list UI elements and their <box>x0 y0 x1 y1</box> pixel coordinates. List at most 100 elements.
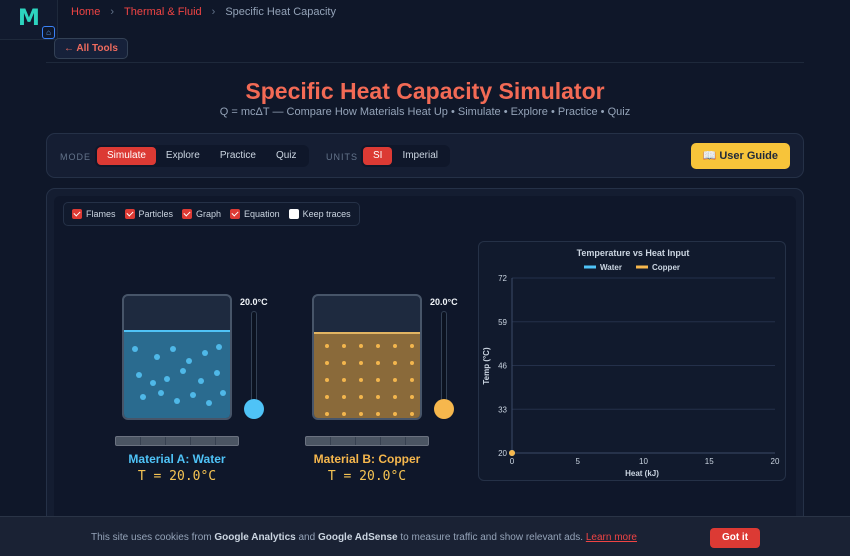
toggle-graph[interactable]: Graph <box>182 209 221 219</box>
particle <box>393 344 397 348</box>
toggle-keep-traces[interactable]: Keep traces <box>288 209 351 219</box>
particle <box>410 344 414 348</box>
chart-svg: Temperature vs Heat Input Water Copper 20… <box>482 248 780 478</box>
mode-label: MODE <box>60 152 91 162</box>
accept-cookies-button[interactable]: Got it <box>710 528 760 548</box>
learn-more-link[interactable]: Learn more <box>585 532 637 543</box>
beaker-water <box>122 294 232 420</box>
checkbox-checked-icon[interactable] <box>72 209 82 219</box>
cookie-ga: Google Analytics <box>214 532 296 543</box>
material-a-temp: T = 20.0°C <box>137 469 217 484</box>
breadcrumb-current: Specific Heat Capacity <box>225 6 336 18</box>
unit-si[interactable]: SI <box>363 147 393 165</box>
thermometer-bulb <box>244 399 264 419</box>
breadcrumb-home[interactable]: Home <box>71 6 101 18</box>
mode-explore[interactable]: Explore <box>165 150 200 161</box>
particle <box>359 412 363 416</box>
particle <box>393 395 397 399</box>
particle <box>393 412 397 416</box>
data-point <box>509 450 515 456</box>
mode-selector: Simulate Explore Practice Quiz <box>95 145 309 167</box>
toggle-label: Particles <box>138 209 174 219</box>
particle <box>342 378 346 382</box>
particle <box>342 344 346 348</box>
legend-label: Copper <box>652 263 680 272</box>
y-tick-label: 72 <box>498 274 507 283</box>
particle <box>410 361 414 365</box>
thermometer-tube <box>251 311 257 405</box>
particle <box>132 346 138 352</box>
logo-area[interactable]: M ⌂ <box>0 0 58 40</box>
y-tick-label: 33 <box>498 405 507 414</box>
units-selector: SI Imperial <box>361 145 451 167</box>
user-guide-button[interactable]: 📖 User Guide <box>690 143 790 169</box>
cookie-text-1: This site uses cookies from <box>91 532 215 543</box>
thermometer-reading-a: 20.0°C <box>240 297 268 307</box>
divider <box>46 62 804 63</box>
mode-quiz[interactable]: Quiz <box>275 150 297 161</box>
beaker-copper <box>312 294 422 420</box>
particle <box>186 358 192 364</box>
particle <box>136 372 142 378</box>
particle <box>174 398 180 404</box>
chart-marks <box>509 450 515 456</box>
checkbox-unchecked-icon[interactable] <box>288 209 299 219</box>
toggle-equation[interactable]: Equation <box>230 209 280 219</box>
x-tick-label: 10 <box>639 457 648 466</box>
particle <box>342 412 346 416</box>
control-panel: MODE Simulate Explore Practice Quiz UNIT… <box>46 133 804 178</box>
breadcrumb: Home › Thermal & Fluid › Specific Heat C… <box>71 6 336 18</box>
home-icon[interactable]: ⌂ <box>42 26 55 39</box>
particle <box>376 378 380 382</box>
breadcrumb-separator-icon: › <box>110 6 115 18</box>
burner-b <box>305 436 429 446</box>
temperature-chart: Temperature vs Heat Input Water Copper 20… <box>478 241 786 481</box>
y-tick-label: 46 <box>498 362 507 371</box>
particle <box>170 346 176 352</box>
checkbox-checked-icon[interactable] <box>182 209 193 219</box>
thermometer-bulb <box>434 399 454 419</box>
all-tools-button[interactable]: ← All Tools <box>54 38 128 59</box>
toggle-label: Equation <box>244 209 280 219</box>
breadcrumb-separator-icon: › <box>211 6 216 18</box>
checkbox-checked-icon[interactable] <box>230 209 241 219</box>
cookie-text: This site uses cookies from Google Analy… <box>91 532 637 543</box>
y-tick-label: 20 <box>498 449 507 458</box>
particle <box>140 394 146 400</box>
particle <box>410 395 414 399</box>
copper-block <box>314 332 420 418</box>
particle <box>158 390 164 396</box>
x-tick-label: 20 <box>771 457 780 466</box>
particle <box>198 378 204 384</box>
mode-practice[interactable]: Practice <box>219 150 256 161</box>
particle <box>154 354 160 360</box>
burner-a <box>115 436 239 446</box>
cookie-ads: Google AdSense <box>317 532 398 543</box>
chart-grid: 20 33 46 59 72 0 5 10 15 20 <box>498 274 780 466</box>
logo[interactable]: M <box>18 6 40 31</box>
checkbox-checked-icon[interactable] <box>124 209 135 219</box>
page-subtitle: Q = mcΔT — Compare How Materials Heat Up… <box>219 106 631 118</box>
y-tick-label: 59 <box>498 318 507 327</box>
particle <box>376 344 380 348</box>
particle <box>325 412 329 416</box>
particle <box>342 395 346 399</box>
particle <box>342 361 346 365</box>
toggle-particles[interactable]: Particles <box>124 209 174 219</box>
material-b-label: Material B: Copper <box>313 452 421 466</box>
particle <box>410 412 414 416</box>
toggle-flames[interactable]: Flames <box>72 209 116 219</box>
chart-ylabel: Temp (°C) <box>482 347 491 385</box>
unit-imperial[interactable]: Imperial <box>402 150 439 161</box>
breadcrumb-section[interactable]: Thermal & Fluid <box>124 6 202 18</box>
particle <box>180 368 186 374</box>
x-tick-label: 0 <box>510 457 515 466</box>
particle <box>393 361 397 365</box>
particle <box>206 400 212 406</box>
particle <box>410 378 414 382</box>
particle <box>202 350 208 356</box>
chart-xlabel: Heat (kJ) <box>625 469 659 478</box>
mode-simulate[interactable]: Simulate <box>97 147 156 165</box>
particle <box>214 370 220 376</box>
particle <box>359 378 363 382</box>
